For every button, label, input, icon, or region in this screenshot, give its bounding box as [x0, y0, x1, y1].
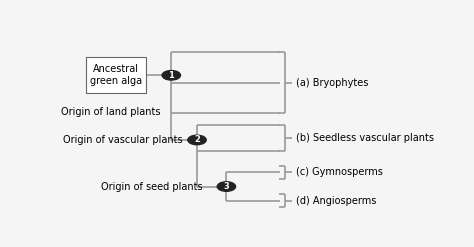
Text: (c) Gymnosperms: (c) Gymnosperms: [296, 167, 383, 177]
Circle shape: [162, 71, 181, 80]
Text: Origin of vascular plants: Origin of vascular plants: [63, 135, 182, 145]
Text: 2: 2: [194, 135, 200, 144]
Circle shape: [217, 182, 236, 191]
Circle shape: [188, 135, 206, 145]
Text: 3: 3: [224, 182, 229, 191]
Text: 1: 1: [168, 71, 174, 80]
Text: Origin of seed plants: Origin of seed plants: [101, 182, 203, 191]
Text: (b) Seedless vascular plants: (b) Seedless vascular plants: [296, 133, 434, 143]
Text: (a) Bryophytes: (a) Bryophytes: [296, 78, 369, 88]
Text: Ancestral
green alga: Ancestral green alga: [90, 64, 142, 86]
Text: Origin of land plants: Origin of land plants: [61, 107, 161, 117]
Text: (d) Angiosperms: (d) Angiosperms: [296, 196, 376, 206]
FancyBboxPatch shape: [86, 57, 146, 93]
